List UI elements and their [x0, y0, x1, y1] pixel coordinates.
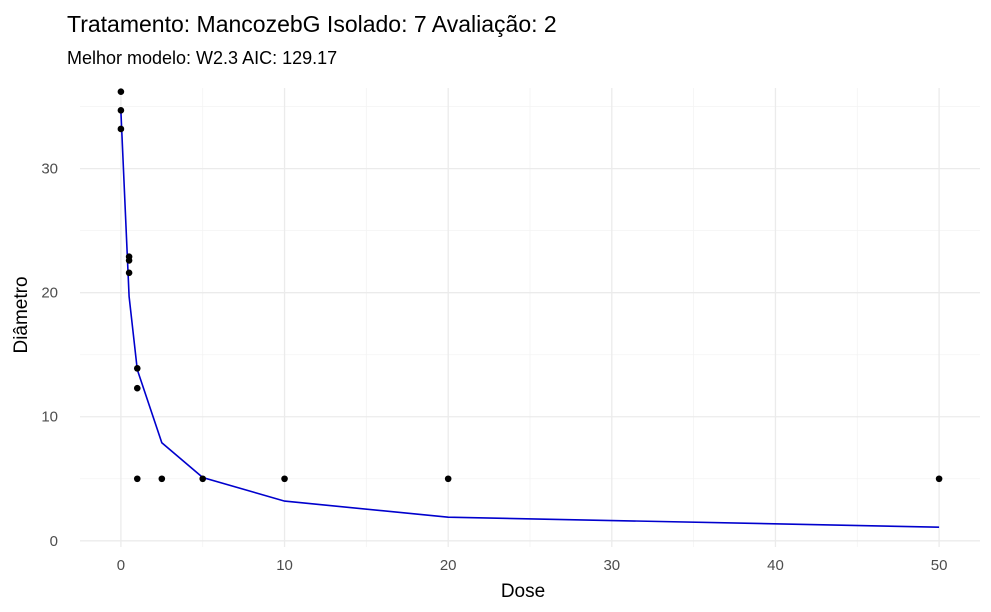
x-tick-label: 40 — [767, 557, 784, 574]
chart-title-text: Tratamento: Mancozeb — [67, 11, 303, 37]
fit-line — [120, 111, 940, 528]
y-tick-label: 30 — [41, 161, 58, 178]
x-tick-label: 10 — [276, 557, 293, 574]
data-point — [125, 269, 133, 277]
data-point — [199, 475, 207, 483]
y-axis-title: Diâmetro — [11, 276, 32, 353]
x-tick-label: 0 — [117, 557, 125, 574]
x-axis-ticks: 0 10 20 30 40 50 — [117, 557, 948, 574]
y-tick-label: 10 — [41, 409, 58, 426]
data-point — [133, 475, 141, 483]
chart-title-glyph: G — [303, 11, 321, 37]
x-tick-label: 30 — [603, 557, 620, 574]
grid — [80, 88, 980, 547]
y-axis-ticks: 0 10 20 30 — [41, 161, 58, 550]
data-point — [133, 384, 141, 392]
x-axis-title: Dose — [501, 581, 545, 602]
data-point — [281, 475, 288, 483]
data-point — [117, 88, 125, 96]
chart-subtitle: Melhor modelo: W2.3 AIC: 129.17 — [67, 48, 337, 68]
data-point — [158, 475, 166, 483]
data-point — [125, 257, 133, 264]
chart-title: Tratamento: MancozebG Isolado: 7 Avaliaç… — [67, 11, 557, 37]
data-point — [117, 107, 125, 114]
y-tick-label: 20 — [41, 285, 58, 302]
data-point — [935, 475, 943, 483]
data-point — [133, 365, 141, 372]
y-tick-label: 0 — [50, 533, 58, 550]
data-points — [117, 88, 943, 483]
fitted-curve — [120, 111, 940, 528]
data-point — [117, 125, 125, 133]
x-tick-label: 50 — [931, 557, 948, 574]
data-point — [444, 475, 452, 483]
chart-title-rest: Isolado: 7 Avaliação: 2 — [321, 11, 557, 37]
x-tick-label: 20 — [440, 557, 457, 574]
